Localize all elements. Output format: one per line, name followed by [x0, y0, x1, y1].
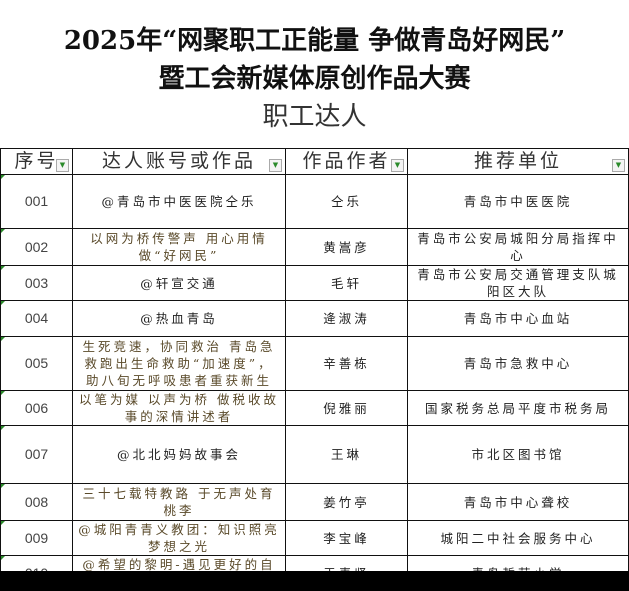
bottom-black-bar	[0, 571, 629, 591]
unit-cell[interactable]: 青岛市中医医院	[407, 174, 629, 229]
unit-cell[interactable]: 青岛市公安局城阳分局指挥中心	[407, 228, 629, 266]
work-cell[interactable]: @热血青岛	[72, 300, 286, 337]
awards-table: 序号 ▼ 达人账号或作品 ▼ 作品作者 ▼ 推荐单位 ▼ 001 @青岛市中医医院仝乐 仝乐…	[0, 148, 629, 591]
table-row: 005 生死竞速，协同救治 青岛急救跑出生命救助“加速度”，助八旬无呼吸患者重获新…	[0, 336, 629, 391]
title-line-1: 2025年“网聚职工正能量 争做青岛好网民”	[63, 26, 566, 56]
row-number[interactable]: 004	[0, 300, 73, 337]
row-number[interactable]: 006	[0, 390, 73, 426]
row-number[interactable]: 009	[0, 520, 73, 556]
header-label: 达人账号或作品	[101, 150, 256, 172]
work-cell[interactable]: @轩宣交通	[72, 265, 286, 301]
row-number[interactable]: 007	[0, 425, 73, 484]
unit-cell[interactable]: 国家税务总局平度市税务局	[407, 390, 629, 426]
header-row: 序号 ▼ 达人账号或作品 ▼ 作品作者 ▼ 推荐单位 ▼	[0, 148, 629, 175]
unit-cell[interactable]: 城阳二中社会服务中心	[407, 520, 629, 556]
table-row: 009 @城阳青青义教团：知识照亮梦想之光 李宝峰 城阳二中社会服务中心	[0, 520, 629, 556]
author-cell[interactable]: 姜竹亭	[285, 483, 408, 521]
work-cell[interactable]: @北北妈妈故事会	[72, 425, 286, 484]
work-cell[interactable]: 以网为桥传警声 用心用情做“好网民”	[72, 228, 286, 266]
table-row: 003 @轩宣交通 毛轩 青岛市公安局交通管理支队城阳区大队	[0, 265, 629, 301]
unit-cell[interactable]: 青岛市中心血站	[407, 300, 629, 337]
author-cell[interactable]: 逄淑涛	[285, 300, 408, 337]
work-cell[interactable]: 生死竞速，协同救治 青岛急救跑出生命救助“加速度”，助八旬无呼吸患者重获新生	[72, 336, 286, 391]
title-line-2: 暨工会新媒体原创作品大赛	[158, 64, 471, 94]
author-cell[interactable]: 毛轩	[285, 265, 408, 301]
header-author: 作品作者 ▼	[285, 148, 408, 175]
header-label: 推荐单位	[473, 150, 562, 172]
author-cell[interactable]: 倪雅丽	[285, 390, 408, 426]
unit-cell[interactable]: 青岛市急救中心	[407, 336, 629, 391]
unit-cell[interactable]: 青岛市公安局交通管理支队城阳区大队	[407, 265, 629, 301]
filter-dropdown-icon[interactable]: ▼	[269, 159, 282, 172]
filter-dropdown-icon[interactable]: ▼	[391, 159, 404, 172]
table-row: 002 以网为桥传警声 用心用情做“好网民” 黄嵩彦 青岛市公安局城阳分局指挥中心	[0, 228, 629, 266]
author-cell[interactable]: 李宝峰	[285, 520, 408, 556]
row-number[interactable]: 002	[0, 228, 73, 266]
row-number[interactable]: 001	[0, 174, 73, 229]
row-number[interactable]: 003	[0, 265, 73, 301]
unit-cell[interactable]: 青岛市中心聋校	[407, 483, 629, 521]
title-line-3: 职工达人	[262, 102, 367, 132]
filter-dropdown-icon[interactable]: ▼	[56, 159, 69, 172]
author-cell[interactable]: 辛善栋	[285, 336, 408, 391]
header-unit: 推荐单位 ▼	[407, 148, 629, 175]
table-row: 001 @青岛市中医医院仝乐 仝乐 青岛市中医医院	[0, 174, 629, 229]
author-cell[interactable]: 黄嵩彦	[285, 228, 408, 266]
row-number[interactable]: 008	[0, 483, 73, 521]
header-label: 作品作者	[302, 150, 391, 172]
work-cell[interactable]: @城阳青青义教团：知识照亮梦想之光	[72, 520, 286, 556]
work-cell[interactable]: 以笔为媒 以声为桥 做税收故事的深情讲述者	[72, 390, 286, 426]
work-cell[interactable]: @青岛市中医医院仝乐	[72, 174, 286, 229]
table-row: 007 @北北妈妈故事会 王琳 市北区图书馆	[0, 425, 629, 484]
table-row: 004 @热血青岛 逄淑涛 青岛市中心血站	[0, 300, 629, 337]
work-cell[interactable]: 三十七载特教路 于无声处育桃李	[72, 483, 286, 521]
row-number[interactable]: 005	[0, 336, 73, 391]
author-cell[interactable]: 仝乐	[285, 174, 408, 229]
author-cell[interactable]: 王琳	[285, 425, 408, 484]
header-no: 序号 ▼	[0, 148, 73, 175]
header-label: 序号	[14, 150, 59, 172]
table-row: 006 以笔为媒 以声为桥 做税收故事的深情讲述者 倪雅丽 国家税务总局平度市税务局	[0, 390, 629, 426]
unit-cell[interactable]: 市北区图书馆	[407, 425, 629, 484]
table-row: 008 三十七载特教路 于无声处育桃李 姜竹亭 青岛市中心聋校	[0, 483, 629, 521]
header-work: 达人账号或作品 ▼	[72, 148, 286, 175]
filter-dropdown-icon[interactable]: ▼	[612, 159, 625, 172]
